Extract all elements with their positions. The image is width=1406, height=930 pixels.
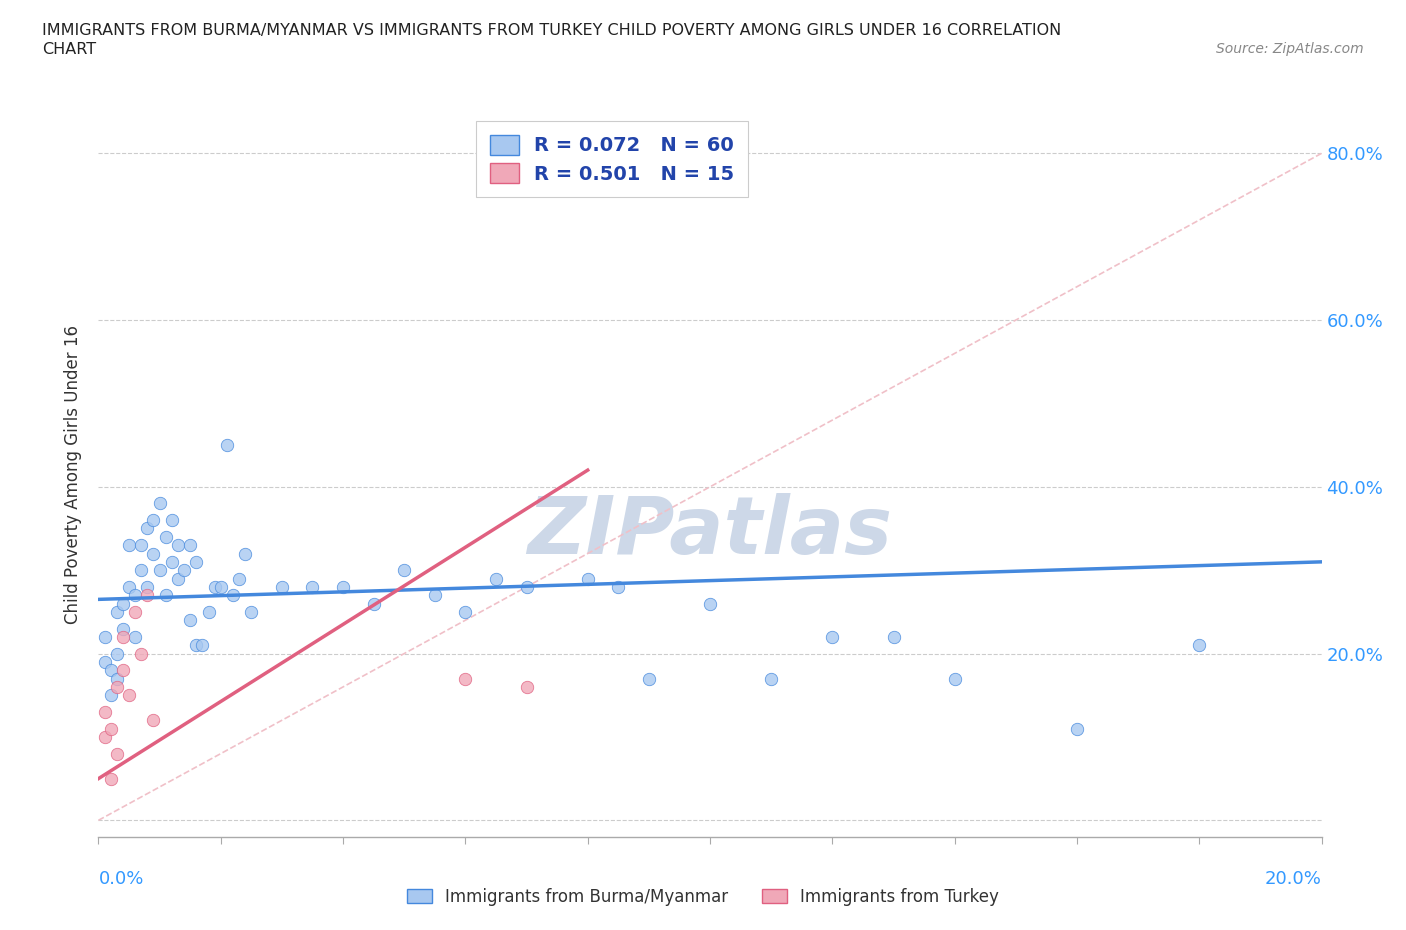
Text: 20.0%: 20.0% <box>1265 870 1322 887</box>
Point <box>332 579 354 594</box>
Legend: R = 0.072   N = 60, R = 0.501   N = 15: R = 0.072 N = 60, R = 0.501 N = 15 <box>477 121 748 197</box>
Point <box>129 538 152 552</box>
Point <box>100 771 122 786</box>
Point <box>228 571 250 586</box>
Point <box>516 680 538 695</box>
Point <box>173 563 195 578</box>
Point <box>160 554 183 569</box>
Point <box>699 596 721 611</box>
Point <box>105 671 128 686</box>
Point <box>124 588 146 603</box>
Point <box>363 596 385 611</box>
Point <box>155 529 177 544</box>
Point <box>100 721 122 736</box>
Point <box>149 496 172 511</box>
Point <box>124 604 146 619</box>
Point <box>93 729 115 744</box>
Point <box>142 512 165 527</box>
Point <box>111 630 134 644</box>
Point <box>93 630 115 644</box>
Point <box>191 638 214 653</box>
Point <box>100 663 122 678</box>
Point <box>100 688 122 703</box>
Y-axis label: Child Poverty Among Girls Under 16: Child Poverty Among Girls Under 16 <box>65 325 83 624</box>
Point <box>454 604 477 619</box>
Point <box>240 604 263 619</box>
Point <box>222 588 245 603</box>
Point <box>105 746 128 761</box>
Point <box>607 579 630 594</box>
Point <box>142 712 165 727</box>
Point <box>149 563 172 578</box>
Point <box>105 604 128 619</box>
Point <box>576 571 599 586</box>
Point <box>454 671 477 686</box>
Point <box>111 663 134 678</box>
Text: ZIPatlas: ZIPatlas <box>527 493 893 571</box>
Point <box>167 571 190 586</box>
Point <box>118 579 141 594</box>
Point <box>186 554 208 569</box>
Text: 0.0%: 0.0% <box>98 870 143 887</box>
Point <box>105 646 128 661</box>
Point <box>204 579 226 594</box>
Point <box>516 579 538 594</box>
Point <box>883 630 905 644</box>
Point <box>215 438 238 453</box>
Point <box>638 671 661 686</box>
Point <box>129 563 152 578</box>
Point <box>111 596 134 611</box>
Point <box>179 613 201 628</box>
Legend: Immigrants from Burma/Myanmar, Immigrants from Turkey: Immigrants from Burma/Myanmar, Immigrant… <box>401 881 1005 912</box>
Text: CHART: CHART <box>42 42 96 57</box>
Point <box>111 621 134 636</box>
Point <box>142 546 165 561</box>
Point <box>821 630 844 644</box>
Point <box>209 579 232 594</box>
Point <box>155 588 177 603</box>
Point <box>761 671 783 686</box>
Point <box>423 588 446 603</box>
Point <box>105 680 128 695</box>
Point <box>197 604 219 619</box>
Point <box>1066 721 1088 736</box>
Point <box>136 588 159 603</box>
Point <box>270 579 294 594</box>
Point <box>485 571 508 586</box>
Point <box>93 705 115 720</box>
Point <box>93 655 115 670</box>
Point <box>160 512 183 527</box>
Point <box>167 538 190 552</box>
Point <box>129 646 152 661</box>
Point <box>943 671 966 686</box>
Point <box>136 521 159 536</box>
Point <box>136 579 159 594</box>
Text: IMMIGRANTS FROM BURMA/MYANMAR VS IMMIGRANTS FROM TURKEY CHILD POVERTY AMONG GIRL: IMMIGRANTS FROM BURMA/MYANMAR VS IMMIGRA… <box>42 23 1062 38</box>
Point <box>301 579 323 594</box>
Point <box>233 546 256 561</box>
Point <box>124 630 146 644</box>
Point <box>118 688 141 703</box>
Point <box>179 538 201 552</box>
Point <box>118 538 141 552</box>
Text: Source: ZipAtlas.com: Source: ZipAtlas.com <box>1216 42 1364 56</box>
Point <box>392 563 416 578</box>
Point <box>186 638 208 653</box>
Point <box>1188 638 1211 653</box>
